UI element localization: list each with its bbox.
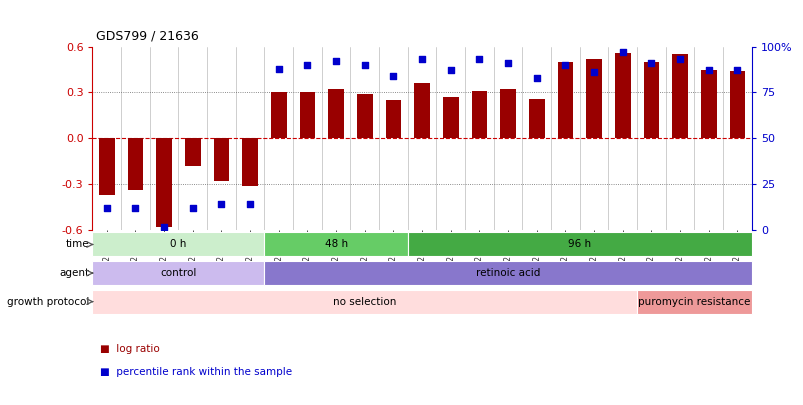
Bar <box>471 91 487 139</box>
Point <box>530 75 543 81</box>
Point <box>272 65 285 72</box>
Point <box>358 62 371 68</box>
Bar <box>499 90 516 139</box>
Point <box>673 56 686 63</box>
Text: 96 h: 96 h <box>568 239 590 249</box>
Text: time: time <box>66 239 89 249</box>
Bar <box>385 100 401 139</box>
Point <box>501 60 514 66</box>
Bar <box>671 54 687 139</box>
Point <box>616 49 629 55</box>
Bar <box>128 139 143 190</box>
Bar <box>271 92 287 139</box>
Bar <box>636 290 751 313</box>
Bar <box>585 59 601 139</box>
Point <box>730 67 743 74</box>
Bar <box>728 71 744 139</box>
Point <box>243 201 256 208</box>
Bar <box>414 83 430 139</box>
Bar <box>528 98 544 139</box>
Point <box>472 56 485 63</box>
Bar <box>92 232 264 256</box>
Bar <box>300 92 315 139</box>
Bar <box>407 232 751 256</box>
Bar <box>214 139 229 181</box>
Point <box>186 205 199 211</box>
Bar <box>185 139 201 166</box>
Bar <box>92 261 264 285</box>
Bar <box>442 97 458 139</box>
Bar <box>357 94 372 139</box>
Point <box>702 67 715 74</box>
Bar <box>614 53 630 139</box>
Text: GDS799 / 21636: GDS799 / 21636 <box>96 30 199 43</box>
Bar <box>264 232 407 256</box>
Text: ■  log ratio: ■ log ratio <box>100 344 160 354</box>
Point <box>444 67 457 74</box>
Bar <box>156 139 172 227</box>
Bar <box>556 62 573 139</box>
Point <box>214 201 227 208</box>
Text: 48 h: 48 h <box>324 239 347 249</box>
Text: 0 h: 0 h <box>170 239 186 249</box>
Point <box>329 58 342 64</box>
Bar <box>99 139 115 195</box>
Point <box>558 62 571 68</box>
Point <box>300 62 313 68</box>
Text: puromycin resistance: puromycin resistance <box>638 296 750 307</box>
Point <box>587 69 600 75</box>
Text: control: control <box>160 268 197 278</box>
Bar <box>92 290 636 313</box>
Bar <box>642 62 658 139</box>
Bar <box>328 90 344 139</box>
Point <box>100 205 113 211</box>
Point <box>644 60 657 66</box>
Text: ■  percentile rank within the sample: ■ percentile rank within the sample <box>100 367 292 377</box>
Point <box>386 73 399 79</box>
Bar <box>264 261 751 285</box>
Text: no selection: no selection <box>332 296 396 307</box>
Point <box>415 56 428 63</box>
Point <box>128 205 141 211</box>
Text: retinoic acid: retinoic acid <box>475 268 540 278</box>
Text: agent: agent <box>59 268 89 278</box>
Point <box>157 223 170 230</box>
Text: growth protocol: growth protocol <box>6 296 89 307</box>
Bar <box>242 139 258 186</box>
Bar <box>700 70 715 139</box>
